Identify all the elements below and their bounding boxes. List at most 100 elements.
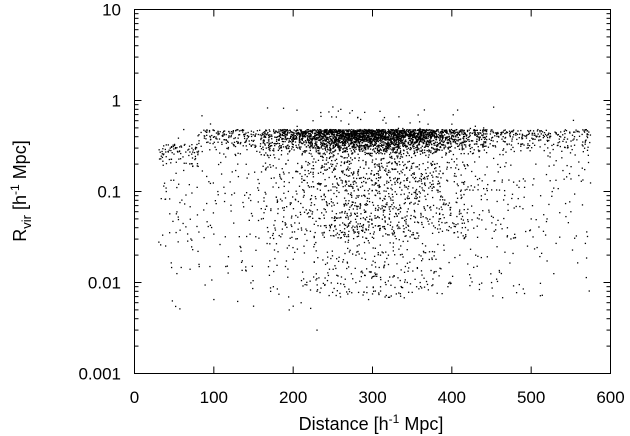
scatter-point	[453, 161, 455, 163]
scatter-point	[419, 192, 422, 194]
scatter-point	[198, 263, 200, 266]
scatter-point	[466, 139, 469, 141]
scatter-point	[402, 129, 405, 131]
scatter-point	[364, 252, 366, 254]
scatter-point	[466, 212, 468, 214]
scatter-point	[350, 205, 353, 207]
scatter-point	[292, 132, 294, 134]
scatter-point	[372, 129, 374, 132]
scatter-point	[549, 152, 551, 154]
scatter-point	[380, 208, 382, 210]
scatter-point	[338, 191, 340, 194]
scatter-point	[279, 198, 282, 200]
scatter-point	[317, 256, 319, 259]
scatter-point	[289, 150, 291, 152]
scatter-point	[245, 269, 247, 271]
scatter-point	[292, 208, 295, 210]
scatter-point	[367, 178, 369, 180]
scatter-point	[460, 232, 462, 234]
scatter-point	[332, 163, 334, 166]
scatter-point	[586, 149, 589, 151]
scatter-point	[485, 141, 487, 143]
scatter-point	[334, 225, 336, 227]
scatter-point	[367, 152, 369, 155]
scatter-point	[329, 225, 331, 228]
scatter-point	[301, 138, 303, 141]
scatter-point	[308, 216, 310, 218]
scatter-point	[375, 135, 377, 137]
scatter-point	[400, 181, 402, 184]
scatter-point	[509, 133, 511, 135]
scatter-point	[455, 136, 457, 138]
scatter-point	[396, 162, 398, 165]
scatter-point	[260, 138, 262, 141]
scatter-point	[369, 154, 372, 157]
scatter-point	[213, 129, 215, 132]
scatter-point	[472, 152, 475, 154]
scatter-point	[270, 142, 272, 144]
scatter-point	[413, 258, 415, 260]
scatter-point	[176, 147, 178, 149]
scatter-point	[492, 106, 495, 108]
scatter-point	[401, 130, 403, 132]
scatter-point	[562, 140, 564, 142]
scatter-point	[461, 196, 463, 199]
scatter-point	[345, 139, 347, 141]
scatter-point	[346, 235, 348, 238]
scatter-point	[380, 152, 382, 154]
scatter-point	[281, 168, 283, 170]
scatter-point	[399, 145, 401, 147]
scatter-point	[278, 129, 280, 131]
scatter-point	[417, 133, 419, 135]
scatter-point	[179, 158, 182, 160]
scatter-point	[363, 128, 366, 131]
scatter-point	[496, 133, 498, 135]
scatter-point	[332, 234, 334, 237]
scatter-point	[564, 136, 566, 139]
scatter-point	[338, 217, 340, 219]
scatter-point	[390, 152, 392, 154]
scatter-point	[437, 131, 440, 133]
scatter-point	[415, 190, 417, 192]
scatter-point	[316, 289, 319, 291]
scatter-point	[316, 134, 319, 136]
scatter-point	[274, 157, 276, 159]
scatter-point	[279, 135, 281, 138]
scatter-point	[338, 184, 340, 187]
scatter-point	[209, 182, 212, 185]
scatter-point	[411, 136, 414, 139]
scatter-point	[198, 140, 200, 142]
scatter-point	[447, 147, 449, 149]
scatter-point	[295, 132, 298, 134]
scatter-point	[448, 129, 451, 131]
scatter-point	[382, 150, 385, 152]
scatter-point	[513, 134, 515, 136]
scatter-point	[443, 249, 445, 251]
scatter-point	[387, 146, 390, 148]
scatter-point	[494, 145, 496, 147]
scatter-point	[435, 148, 437, 150]
scatter-point	[267, 231, 269, 233]
scatter-point	[262, 146, 264, 148]
scatter-point	[389, 224, 391, 227]
scatter-point	[365, 202, 367, 205]
scatter-point	[215, 136, 217, 138]
scatter-point	[403, 184, 406, 187]
scatter-point	[312, 171, 314, 174]
scatter-point	[352, 136, 355, 138]
scatter-point	[318, 134, 320, 136]
scatter-point	[419, 281, 421, 284]
scatter-point	[405, 167, 408, 170]
scatter-point	[397, 140, 400, 143]
scatter-point	[463, 148, 465, 150]
scatter-point	[391, 133, 393, 136]
scatter-point	[420, 212, 422, 215]
scatter-point	[381, 142, 383, 144]
scatter-point	[438, 149, 441, 151]
scatter-point	[177, 216, 179, 218]
scatter-point	[545, 135, 548, 137]
scatter-point	[315, 134, 318, 136]
scatter-point	[191, 157, 194, 159]
scatter-point	[231, 133, 233, 135]
scatter-point	[268, 148, 270, 151]
